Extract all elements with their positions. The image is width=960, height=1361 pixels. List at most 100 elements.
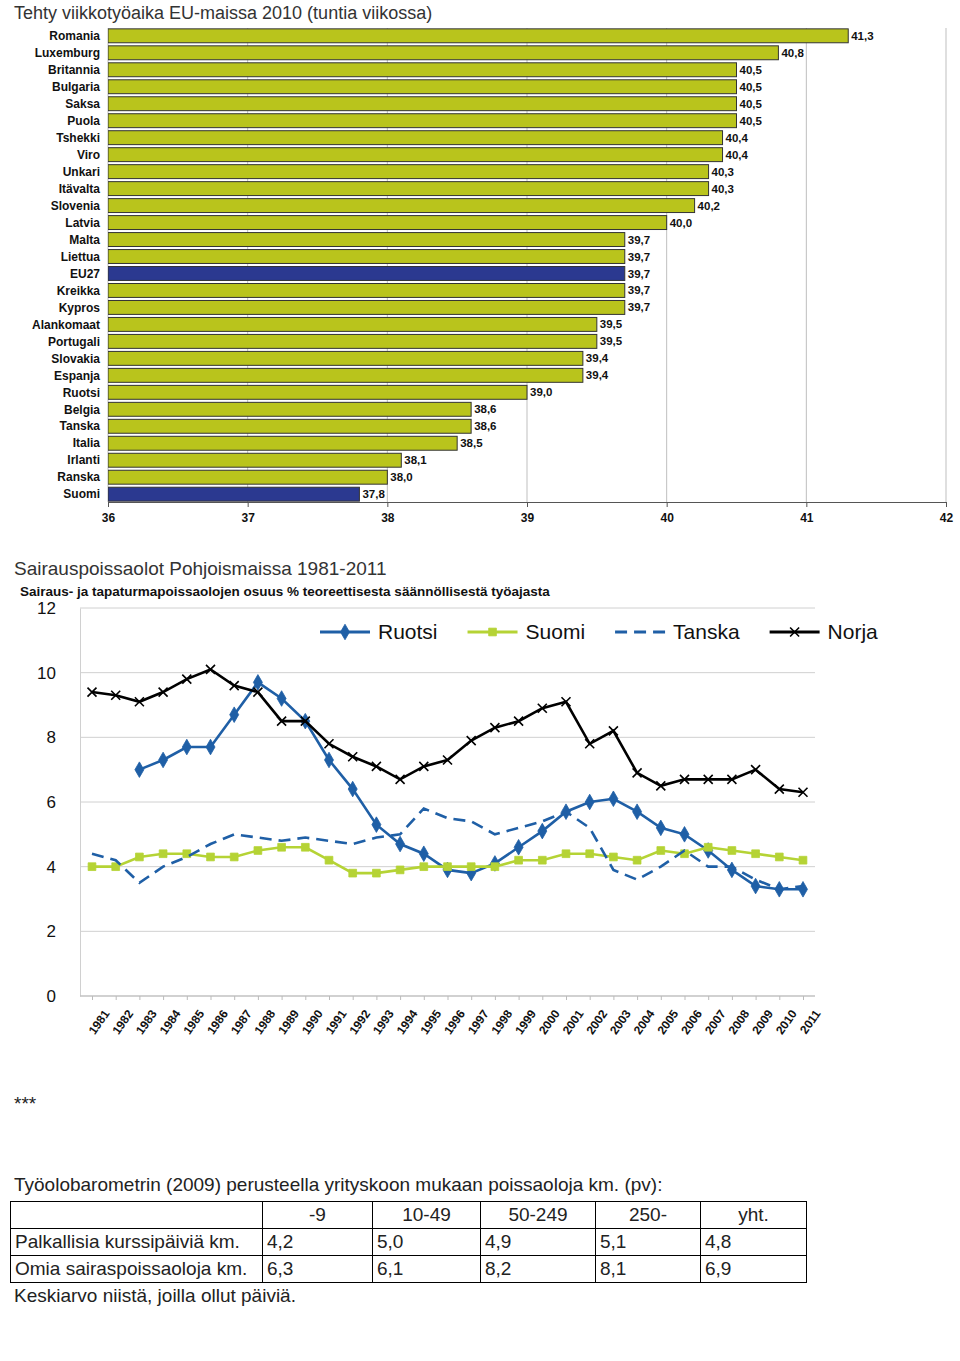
bar — [108, 351, 583, 365]
tick-mark — [387, 502, 388, 507]
category-label: Alankomaat — [32, 318, 100, 332]
tick: 1981 — [86, 996, 113, 1037]
category-label: Suomi — [63, 487, 100, 501]
category-label: Slovenia — [51, 199, 101, 213]
category-label: Tanska — [60, 419, 101, 433]
tick: 1997 — [465, 996, 492, 1037]
data-label: 40,5 — [740, 98, 763, 110]
tick-label: 1986 — [204, 1007, 231, 1037]
marker — [467, 736, 476, 745]
tick: 2011 — [797, 996, 824, 1037]
tick-label: 1981 — [86, 1007, 113, 1037]
category-label: Irlanti — [67, 453, 100, 467]
plot-area — [88, 665, 808, 897]
bar — [108, 470, 387, 484]
tick-mark — [234, 996, 235, 1000]
marker — [135, 762, 144, 778]
tick-label: 10 — [37, 664, 56, 683]
tick-mark — [353, 996, 354, 1000]
data-labels: 41,340,840,540,540,540,540,440,440,340,3… — [362, 30, 873, 500]
legend-label: Tanska — [673, 620, 740, 643]
header-cell: 250- — [596, 1202, 701, 1229]
bar — [108, 29, 848, 43]
tick-label: 1998 — [489, 1007, 516, 1037]
series — [88, 665, 808, 797]
tick: 1994 — [394, 996, 421, 1037]
tick: 38 — [381, 502, 395, 525]
data-label: 40,8 — [781, 47, 804, 59]
category-label: Slovakia — [51, 352, 100, 366]
data-label: 40,5 — [740, 81, 763, 93]
series — [92, 808, 803, 889]
marker — [206, 665, 215, 674]
tick-mark — [779, 996, 780, 1000]
tick-mark — [471, 996, 472, 1000]
marker — [490, 723, 499, 732]
marker — [253, 688, 262, 697]
marker — [419, 846, 428, 862]
tick-label: 2010 — [773, 1007, 800, 1037]
tick-label: 41 — [800, 511, 814, 525]
marker — [586, 850, 594, 858]
category-label: Ranska — [57, 470, 100, 484]
tick-mark — [139, 996, 140, 1000]
bar — [108, 199, 695, 213]
tick-label: 4 — [47, 858, 56, 877]
tick: 1982 — [109, 996, 136, 1037]
marker — [325, 752, 334, 768]
legend-marker — [489, 628, 497, 636]
data-label: 40,3 — [712, 183, 734, 195]
x-axis: 36373839404142 — [102, 502, 954, 525]
category-label: Bulgaria — [52, 80, 100, 94]
tick-label: 2000 — [536, 1007, 563, 1037]
tick: 1987 — [228, 996, 255, 1037]
marker — [182, 675, 191, 684]
tick-mark — [248, 502, 249, 507]
bar — [108, 216, 667, 230]
category-label: Latvia — [65, 216, 100, 230]
legend-item: Tanska — [615, 620, 740, 643]
tick: 10 — [37, 664, 80, 683]
data-label: 39,7 — [628, 234, 650, 246]
marker — [538, 704, 547, 713]
tick-label: 2011 — [797, 1007, 824, 1037]
axis-line — [80, 609, 81, 997]
tick: 0 — [47, 987, 80, 1006]
category-label: Espanja — [54, 369, 100, 383]
marker — [277, 691, 286, 707]
category-label: Romania — [49, 29, 100, 43]
chart-title: Tehty viikkotyöaika EU-maissa 2010 (tunt… — [14, 3, 432, 23]
tick-mark — [527, 502, 528, 507]
data-label: 38,6 — [474, 420, 496, 432]
category-labels: RomaniaLuxemburgBritanniaBulgariaSaksaPu… — [32, 29, 100, 501]
tick: 1983 — [133, 996, 160, 1037]
tick-mark — [376, 996, 377, 1000]
marker — [704, 843, 712, 851]
tick-label: 1992 — [346, 1007, 373, 1037]
tick-label: 1984 — [157, 1007, 184, 1037]
bar — [108, 165, 709, 179]
table-header-row: -910-4950-249250-yht. — [11, 1202, 807, 1229]
chart-title: Sairauspoissaolot Pohjoismaissa 1981-201… — [14, 558, 387, 579]
data-label: 40,4 — [726, 132, 749, 144]
marker — [372, 817, 381, 833]
marker — [396, 866, 404, 874]
tick: 1992 — [346, 996, 373, 1037]
data-label: 39,7 — [628, 284, 650, 296]
legend-item: Ruotsi — [320, 620, 438, 643]
tick: 39 — [521, 502, 535, 525]
tick-label: 1997 — [465, 1007, 492, 1037]
tick-label: 2004 — [631, 1007, 658, 1037]
tick-mark — [116, 996, 117, 1000]
marker — [751, 878, 760, 894]
marker — [325, 739, 334, 748]
bar — [108, 453, 401, 467]
marker — [704, 775, 713, 784]
tick-mark — [732, 996, 733, 1000]
tick: 2006 — [678, 996, 705, 1037]
tick-mark — [685, 996, 686, 1000]
tick: 1993 — [370, 996, 397, 1037]
tick-label: 2005 — [655, 1007, 682, 1037]
table-row: Omia sairaspoissaoloja km.6,36,18,28,16,… — [11, 1256, 807, 1283]
table-block: -910-4950-249250-yht.Palkallisia kurssip… — [10, 1201, 807, 1309]
